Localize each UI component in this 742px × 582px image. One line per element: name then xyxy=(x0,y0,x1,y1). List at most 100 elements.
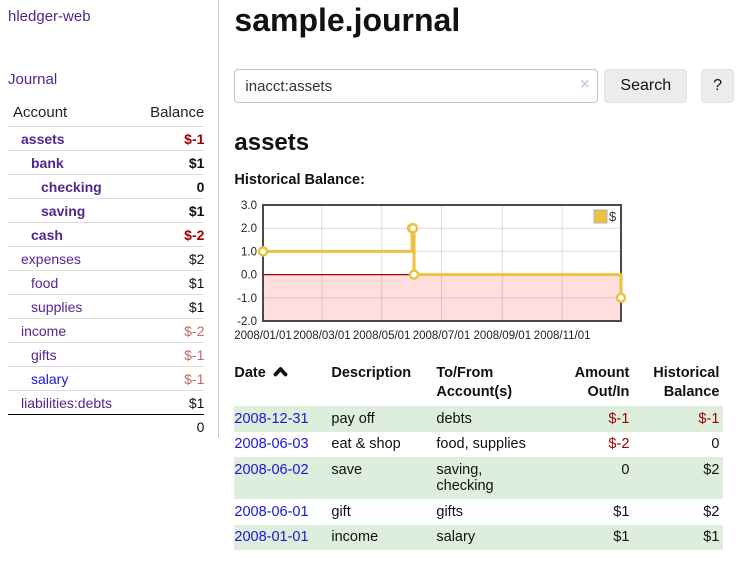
svg-text:3.0: 3.0 xyxy=(241,200,257,212)
register-balance-cell: $-1 xyxy=(633,406,724,432)
account-title: assets xyxy=(234,129,310,156)
register-description-cell: income xyxy=(331,524,437,550)
account-link-bank[interactable]: bank xyxy=(31,154,64,171)
transaction-date-link[interactable]: 2008-06-01 xyxy=(234,503,309,520)
register-accounts-cell: saving, checking xyxy=(436,457,548,499)
svg-text:2008/05/01: 2008/05/01 xyxy=(353,330,411,342)
register-date-cell: 2008-06-03 xyxy=(234,432,331,458)
register-amount-cell: 0 xyxy=(547,457,634,499)
register-header-balance: Historical Balance xyxy=(653,365,720,400)
register-header-date-label: Date xyxy=(234,365,266,381)
historical-balance-chart: $3.0 2.0 1.0 0.0 -1.0 -2.0 2008/01/01 2008/03/0… xyxy=(234,198,734,346)
page-title: sample.journal xyxy=(234,2,461,38)
svg-text:$: $ xyxy=(609,209,617,224)
account-row: assets $-1 xyxy=(8,126,205,151)
svg-text:2008/03/01: 2008/03/01 xyxy=(293,330,351,342)
transaction-date-link[interactable]: 2008-12-31 xyxy=(234,410,309,427)
account-row: checking 0 xyxy=(8,174,205,199)
account-cell: food xyxy=(8,270,138,295)
account-balance: $2 xyxy=(137,246,205,271)
accounts-table-header-row: Account Balance xyxy=(8,100,204,127)
account-balance: $1 xyxy=(137,270,205,295)
accounts-total-value: 0 xyxy=(137,414,205,438)
account-link-gifts[interactable]: gifts xyxy=(31,346,57,363)
register-description-cell: pay off xyxy=(331,406,437,432)
account-balance: $1 xyxy=(137,294,205,319)
account-link-salary[interactable]: salary xyxy=(31,370,69,387)
transaction-date-link[interactable]: 2008-06-03 xyxy=(234,436,309,452)
register-date-cell: 2008-12-31 xyxy=(234,406,332,432)
accounts-total-spacer xyxy=(8,414,138,438)
account-link-food[interactable]: food xyxy=(31,274,59,291)
register-amount-cell: $1 xyxy=(547,524,634,550)
accounts-total-row: 0 xyxy=(8,414,205,438)
search-button[interactable]: Search xyxy=(604,69,688,103)
app-root: hledger-web Journal Account Balance asse… xyxy=(0,0,742,570)
account-cell: cash xyxy=(8,222,138,247)
account-cell: gifts xyxy=(8,342,138,367)
register-date-cell: 2008-01-01 xyxy=(234,524,332,550)
account-link-liabilities-debts[interactable]: liabilities:debts xyxy=(21,394,113,411)
account-row: cash $-2 xyxy=(8,222,205,247)
accounts-header-balance: Balance xyxy=(150,104,205,121)
account-row: expenses $2 xyxy=(8,246,205,271)
register-row: 2008-12-31 pay off debts $-1 $-1 xyxy=(234,406,724,432)
main-content: sample.journal × Search ? assets Histori… xyxy=(219,0,742,570)
chart-title: Historical Balance: xyxy=(234,172,365,188)
register-header-date[interactable]: Date xyxy=(234,365,288,381)
svg-text:-2.0: -2.0 xyxy=(238,316,258,328)
account-cell: checking xyxy=(8,174,138,199)
accounts-table: Account Balance assets $-1 bank $1 checking 0… xyxy=(8,100,205,438)
account-link-saving[interactable]: saving xyxy=(41,202,86,219)
sort-ascending-icon xyxy=(273,367,288,377)
account-row: saving $1 xyxy=(8,198,205,223)
account-cell: salary xyxy=(8,366,138,391)
svg-text:2008/01/01: 2008/01/01 xyxy=(235,330,293,342)
account-balance: $1 xyxy=(137,198,205,223)
svg-text:0.0: 0.0 xyxy=(241,270,257,282)
account-link-checking[interactable]: checking xyxy=(41,178,102,195)
transaction-date-link[interactable]: 2008-01-01 xyxy=(234,529,309,545)
account-cell: expenses xyxy=(8,246,138,271)
account-cell: income xyxy=(8,318,138,343)
account-cell: liabilities:debts xyxy=(8,390,138,415)
clear-search-icon[interactable]: × xyxy=(580,76,590,93)
register-accounts-cell: debts xyxy=(436,406,548,432)
register-balance-cell: $2 xyxy=(633,457,724,499)
register-amount-cell: $-2 xyxy=(608,436,630,452)
account-row: gifts $-1 xyxy=(8,342,205,367)
account-balance: $-1 xyxy=(137,342,205,367)
account-row: food $1 xyxy=(8,270,205,295)
sidebar: hledger-web Journal Account Balance asse… xyxy=(0,0,220,438)
register-description-cell: save xyxy=(331,457,437,499)
account-link-expenses[interactable]: expenses xyxy=(21,250,81,267)
register-accounts-cell: gifts xyxy=(436,503,463,520)
accounts-header-account: Account xyxy=(13,104,68,121)
register-balance-cell: 0 xyxy=(711,436,720,452)
register-accounts-cell: salary xyxy=(436,524,548,550)
account-row: bank $1 xyxy=(8,150,205,175)
account-balance: 0 xyxy=(137,174,205,199)
app-title-link[interactable]: hledger-web xyxy=(8,8,91,25)
search-input[interactable] xyxy=(234,69,599,103)
register-accounts-cell: food, supplies xyxy=(436,436,526,452)
search-box: × xyxy=(234,69,599,103)
account-link-cash[interactable]: cash xyxy=(31,226,63,243)
account-link-income[interactable]: income xyxy=(21,322,67,339)
account-link-assets[interactable]: assets xyxy=(21,130,65,147)
transaction-date-link[interactable]: 2008-06-02 xyxy=(234,461,309,478)
help-button[interactable]: ? xyxy=(701,69,734,103)
register-header-accounts: To/From Account(s) xyxy=(436,365,513,400)
account-balance: $-1 xyxy=(137,366,205,391)
account-cell: bank xyxy=(8,150,138,175)
account-row: salary $-1 xyxy=(8,366,205,391)
svg-text:2008/11/01: 2008/11/01 xyxy=(534,330,591,342)
sidebar-item-journal[interactable]: Journal xyxy=(8,71,58,88)
register-header-row: Date Description To/From Account(s) Amou… xyxy=(234,360,723,406)
account-row: liabilities:debts $1 xyxy=(8,390,205,415)
account-cell: saving xyxy=(8,198,138,223)
register-amount-cell: $1 xyxy=(613,503,630,520)
account-link-supplies[interactable]: supplies xyxy=(31,298,83,315)
svg-text:2008/07/01: 2008/07/01 xyxy=(413,330,471,342)
register-row: 2008-06-01 gift gifts $1 $2 xyxy=(234,499,723,525)
